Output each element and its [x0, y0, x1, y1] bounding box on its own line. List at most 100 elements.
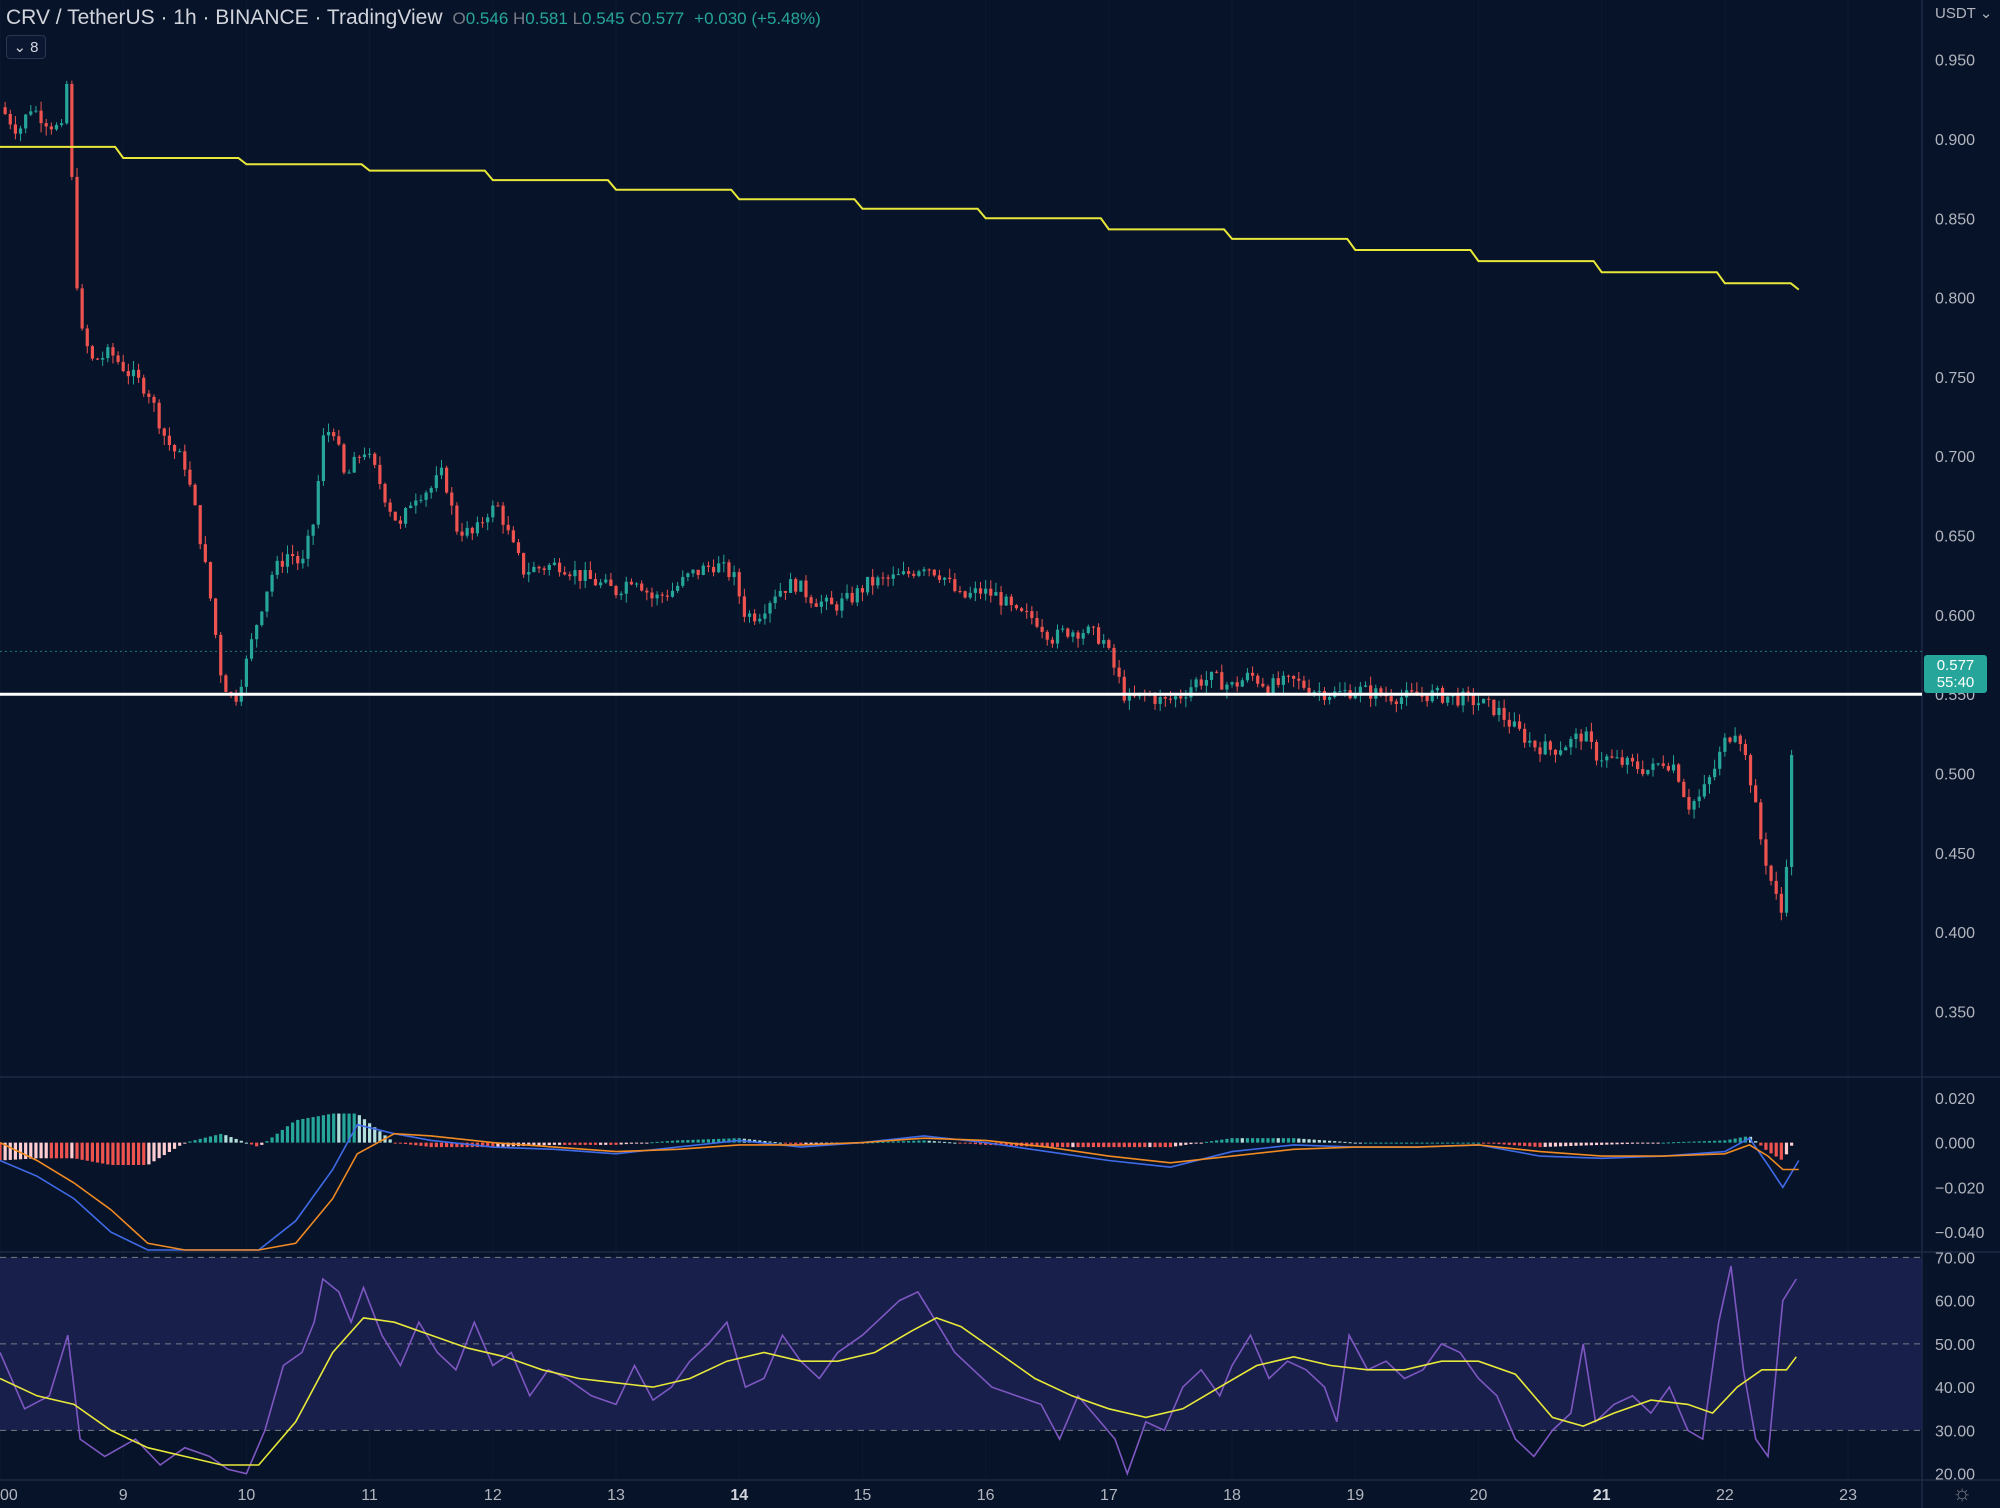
macd-histogram-bar: [183, 1142, 187, 1144]
candle-body: [1625, 757, 1629, 765]
macd-histogram-bar: [491, 1142, 495, 1148]
candle-body: [1517, 721, 1522, 729]
candle-body: [963, 591, 967, 598]
candle-body: [1245, 672, 1250, 681]
price-tick-label: 0.900: [1935, 132, 1975, 149]
macd-histogram-bar: [1158, 1142, 1162, 1148]
macd-histogram-bar: [1646, 1142, 1650, 1144]
candle-body: [588, 570, 592, 579]
macd-histogram-bar: [1030, 1142, 1034, 1147]
macd-histogram-bar: [958, 1142, 962, 1144]
macd-histogram-bar: [1107, 1142, 1111, 1148]
macd-histogram-bar: [937, 1141, 942, 1143]
price-tick-label: 0.650: [1935, 529, 1975, 546]
macd-histogram-bar: [1517, 1142, 1522, 1146]
candle-body: [701, 565, 705, 575]
candle-body: [306, 535, 310, 559]
macd-histogram-bar: [54, 1142, 59, 1159]
candle-body: [978, 588, 983, 594]
macd-histogram-bar: [578, 1142, 582, 1145]
price-tick-label: 0.400: [1935, 925, 1975, 942]
macd-histogram-bar: [398, 1142, 403, 1144]
candle-body: [1605, 756, 1609, 761]
candle-body: [609, 579, 613, 587]
macd-histogram-bar: [773, 1142, 777, 1144]
macd-histogram-bar: [326, 1114, 331, 1143]
candle-body: [1215, 671, 1219, 673]
macd-histogram-bar: [291, 1122, 295, 1143]
time-tick-label: 13: [607, 1487, 625, 1504]
candle-body: [1651, 763, 1655, 770]
price-pane[interactable]: [0, 80, 1922, 921]
macd-histogram-bar: [214, 1135, 218, 1143]
macd-histogram-bar: [1184, 1142, 1188, 1145]
macd-histogram-bar: [501, 1142, 505, 1147]
macd-histogram-bar: [1292, 1138, 1296, 1143]
macd-histogram-bar: [409, 1142, 413, 1145]
macd-histogram-bar: [932, 1141, 936, 1143]
macd-histogram-bar: [301, 1118, 305, 1143]
macd-histogram-bar: [1569, 1142, 1573, 1146]
candle-body: [860, 588, 865, 593]
macd-histogram-bar: [1035, 1142, 1039, 1147]
candle-body: [706, 565, 711, 567]
macd-histogram-bar: [1338, 1141, 1342, 1143]
candle-body: [1307, 687, 1311, 694]
candle-body: [296, 556, 300, 564]
macd-histogram-bar: [229, 1137, 233, 1143]
candle-body: [660, 594, 664, 596]
macd-histogram-bar: [871, 1142, 875, 1144]
macd-histogram-bar: [655, 1141, 659, 1143]
macd-histogram-bar: [152, 1142, 156, 1162]
candle-body: [1281, 675, 1285, 685]
macd-histogram-bar: [1071, 1142, 1075, 1148]
macd-histogram-bar: [619, 1142, 623, 1145]
candle-body: [1410, 690, 1414, 692]
macd-histogram-bar: [393, 1142, 397, 1144]
macd-pane[interactable]: [0, 1113, 1800, 1251]
macd-histogram-bar: [1558, 1142, 1563, 1147]
candle-body: [1790, 755, 1794, 867]
indicators-collapse-button[interactable]: ⌄ 8: [6, 35, 46, 59]
macd-histogram-bar: [1430, 1142, 1434, 1144]
candle-body: [131, 369, 136, 377]
candle-body: [727, 562, 731, 578]
price-axis[interactable]: 0.950 0.900 0.850 0.800 0.750 0.700 0.650 0.600…: [1935, 53, 1975, 1022]
candle-body: [1738, 735, 1742, 745]
candle-body: [1389, 696, 1393, 702]
time-axis[interactable]: 00 9 10 11 12 13 14 15 16 17 18 19 20 21 22 23: [0, 1487, 1857, 1504]
candle-body: [1271, 678, 1275, 694]
macd-histogram-bar: [788, 1142, 793, 1144]
candle-body: [1748, 755, 1753, 786]
macd-histogram-bar: [208, 1136, 213, 1143]
candle-body: [1553, 749, 1558, 755]
macd-histogram-bar: [1764, 1142, 1768, 1150]
macd-histogram-bar: [1250, 1138, 1255, 1143]
candle-body: [599, 582, 603, 586]
currency-selector[interactable]: USDT ⌄: [1935, 4, 1992, 22]
macd-histogram-bar: [1738, 1137, 1742, 1143]
candle-body: [337, 436, 341, 445]
macd-histogram-bar: [368, 1123, 372, 1143]
candle-body: [1487, 698, 1491, 700]
candle-body: [1061, 628, 1065, 630]
candle-body: [183, 451, 187, 470]
macd-histogram-bar: [650, 1142, 654, 1144]
candle-body: [511, 530, 515, 543]
time-tick-label: 11: [361, 1487, 378, 1504]
macd-histogram-bar: [891, 1141, 895, 1143]
gear-icon[interactable]: ☼: [1952, 1480, 1973, 1505]
rsi-pane[interactable]: [0, 1256, 1922, 1477]
candle-body: [932, 569, 936, 576]
macd-histogram-bar: [670, 1140, 675, 1143]
macd-histogram-bar: [984, 1142, 988, 1145]
macd-histogram-bar: [306, 1118, 310, 1143]
macd-histogram-bar: [804, 1142, 808, 1145]
candle-body: [1127, 694, 1131, 701]
macd-histogram-bar: [999, 1142, 1003, 1146]
macd-histogram-bar: [1476, 1142, 1481, 1144]
currency-label: USDT: [1935, 5, 1976, 22]
macd-histogram-bar: [275, 1133, 279, 1143]
symbol-title[interactable]: CRV / TetherUS · 1h · BINANCE · TradingV…: [6, 6, 443, 29]
